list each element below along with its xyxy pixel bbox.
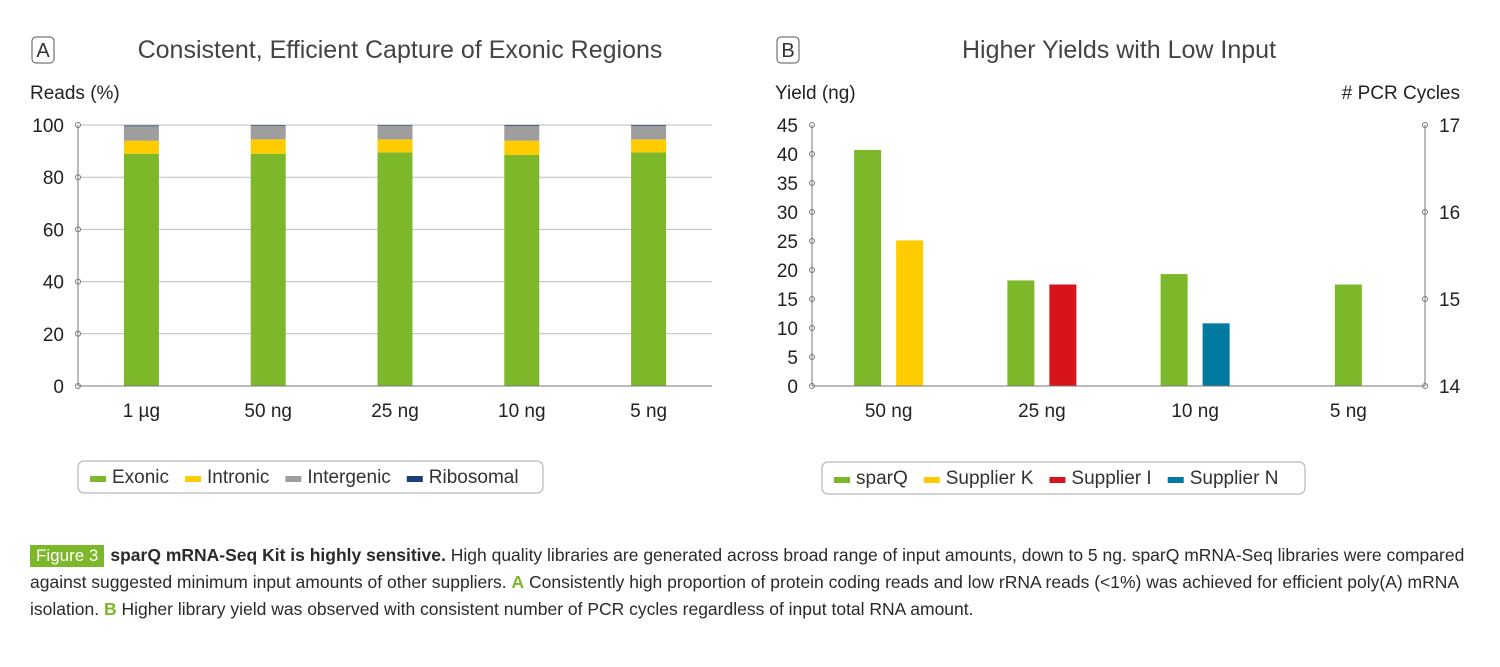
chart-a-ytick-label-2: 40	[43, 273, 64, 294]
chart-a-legend-label-2: Intergenic	[307, 467, 390, 488]
chart-b-ytick-label-6: 30	[777, 203, 798, 224]
chart-b-ytick-label-7: 35	[777, 174, 798, 195]
chart-a-bar-1-0	[250, 153, 286, 386]
chart-a-ytick-label-1: 20	[43, 325, 64, 346]
chart-b-bar-2-0	[1160, 274, 1188, 386]
chart-b-ylabel: Yield (ng)	[775, 83, 856, 104]
chart-a-bar-0-1	[123, 140, 159, 154]
chart-a-bar-1-2	[250, 125, 286, 140]
chart-a-legend-label-0: Exonic	[112, 467, 169, 488]
chart-b-y2tick-label-2: 16	[1439, 203, 1460, 224]
chart-b-ytick-label-3: 15	[777, 290, 798, 311]
chart-a-bar-1-1	[250, 139, 286, 154]
chart-b-ytick-label-1: 5	[787, 348, 798, 369]
figure-badge: Figure 3	[30, 545, 105, 567]
chart-a-bar-2-3	[377, 125, 413, 126]
chart-a-ytick-label-5: 100	[32, 116, 64, 137]
chart-b-xtick-label-1: 25 ng	[1018, 401, 1066, 422]
chart-a-bar-4-0	[631, 152, 667, 386]
chart-b-legend-label-0: sparQ	[856, 468, 908, 489]
chart-b-ytick-label-9: 45	[777, 116, 798, 137]
chart-a-bar-2-2	[377, 125, 413, 140]
chart-a-panel-badge-box	[31, 36, 55, 64]
chart-b-legend-swatch-2	[1049, 477, 1066, 483]
chart-b-xtick-label-3: 5 ng	[1330, 401, 1367, 422]
caption-text-2: Consistently high proportion of protein …	[30, 572, 1459, 619]
chart-a-bar-3-0	[504, 155, 540, 386]
chart-b-y2tick-label-3: 17	[1439, 116, 1460, 137]
chart-a-legend-box	[77, 460, 544, 494]
chart-a-bar-0-0	[123, 153, 159, 386]
chart-a-bar-2-1	[377, 139, 413, 153]
chart-b-ytick-label-5: 25	[777, 232, 798, 253]
caption-headline: sparQ mRNA-Seq Kit is highly sensitive.	[110, 545, 446, 565]
chart-b-bar-0-1	[896, 240, 924, 386]
chart-b-ytick-label-4: 20	[777, 261, 798, 282]
chart-a-bar-0-3	[123, 125, 159, 127]
chart-b-legend-swatch-0	[834, 477, 850, 483]
chart-b-legend-swatch-3	[1167, 477, 1184, 483]
chart-b-y2tick-label-1: 15	[1439, 290, 1460, 311]
chart-a-bar-3-2	[504, 125, 540, 141]
chart-b-legend-label-1: Supplier K	[946, 468, 1034, 489]
figure-charts: A Consistent, Efficient Capture of Exonic…	[30, 36, 1461, 495]
chart-a-legend-swatch-0	[90, 476, 106, 482]
chart-a-bar-2-0	[377, 152, 413, 386]
caption-label-a: A	[511, 572, 525, 592]
chart-b-bar-0-0	[854, 149, 882, 386]
chart-b-legend-label-3: Supplier N	[1190, 468, 1279, 489]
chart-b-y2label: # PCR Cycles	[1342, 83, 1460, 104]
chart-b-ytick-label-0: 0	[787, 377, 798, 398]
chart-a-ytick-label-3: 60	[43, 220, 64, 241]
caption-text-3: Higher library yield was observed with c…	[116, 599, 974, 619]
chart-b-legend-label-2: Supplier I	[1071, 468, 1151, 489]
chart-a-ytick-label-0: 0	[53, 377, 64, 398]
caption-text-1: High quality libraries are generated acr…	[30, 545, 1465, 592]
chart-a-panel-badge: A	[36, 40, 50, 62]
chart-a-ytick-label-4: 80	[43, 168, 64, 189]
chart-a-xtick-label-3: 10 ng	[498, 401, 546, 422]
chart-a-bar-0-2	[123, 126, 159, 141]
chart-a-bar-3-3	[504, 125, 540, 126]
chart-b-panel-badge-box	[776, 36, 800, 64]
chart-b-title: Higher Yields with Low Input	[962, 36, 1276, 64]
chart-a-xtick-label-0: 1 µg	[123, 401, 160, 422]
chart-b-panel-badge: B	[781, 40, 794, 62]
chart-a-bar-3-1	[504, 140, 540, 156]
chart-a-legend-swatch-1	[185, 476, 202, 482]
chart-a-legend-swatch-2	[285, 476, 302, 482]
chart-a-title: Consistent, Efficient Capture of Exonic …	[138, 36, 663, 64]
chart-b-bar-1-0	[1007, 280, 1035, 386]
chart-a-legend-label-3: Ribosomal	[429, 467, 519, 488]
chart-a-xtick-label-1: 50 ng	[244, 401, 292, 422]
figure-caption: Figure 3 sparQ mRNA-Seq Kit is highly sen…	[30, 542, 1470, 623]
chart-a-bar-4-1	[631, 139, 667, 153]
chart-b-bar-1-2	[1049, 284, 1077, 386]
chart-a-bar-4-2	[631, 125, 667, 140]
chart-a-legend-swatch-3	[406, 476, 423, 482]
chart-b-bar-3-0	[1334, 284, 1362, 386]
chart-b-bar-2-3	[1202, 323, 1230, 386]
chart-b-ytick-label-2: 10	[777, 319, 798, 340]
chart-a-bar-4-3	[631, 125, 667, 126]
chart-a-bar-1-3	[250, 125, 286, 126]
chart-a-xtick-label-4: 5 ng	[630, 401, 667, 422]
chart-b-legend-swatch-1	[923, 477, 940, 483]
chart-a-legend-label-1: Intronic	[207, 467, 269, 488]
caption-label-b: B	[103, 599, 117, 619]
chart-b-y2tick-label-0: 14	[1439, 377, 1461, 398]
chart-a-xtick-label-2: 25 ng	[371, 401, 419, 422]
chart-b-ytick-label-8: 40	[777, 145, 798, 166]
chart-a-ylabel: Reads (%)	[30, 83, 120, 104]
chart-b-xtick-label-0: 50 ng	[865, 401, 913, 422]
chart-b-xtick-label-2: 10 ng	[1171, 401, 1219, 422]
